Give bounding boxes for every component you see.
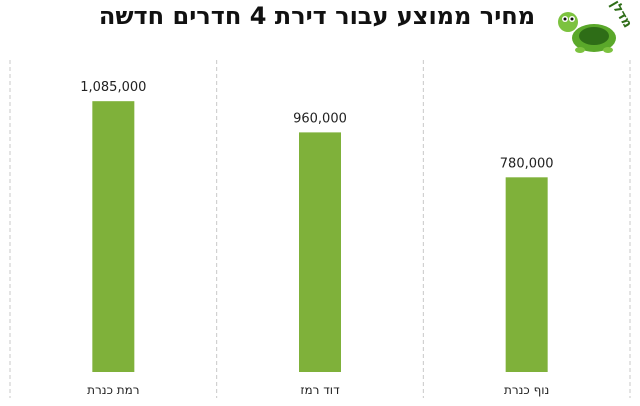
category-label: רמת כנרת — [87, 383, 139, 397]
bar-1 — [299, 132, 341, 372]
madlan-logo: מדלן — [554, 0, 640, 58]
bar-value-label: 780,000 — [500, 156, 554, 171]
bar-value-label: 960,000 — [293, 111, 347, 126]
turtle-shell-pattern — [579, 27, 609, 45]
chart-title: מחיר ממוצע עבור דירת 4 חדרים חדשה — [98, 2, 536, 30]
bar-0 — [92, 101, 135, 373]
category-label: דוד רמז — [300, 383, 340, 397]
category-label: נוף כנרת — [504, 383, 549, 397]
bar-2 — [505, 177, 548, 372]
turtle-logo-icon: מדלן — [558, 0, 635, 53]
bar-value-label: 1,085,000 — [80, 80, 146, 95]
